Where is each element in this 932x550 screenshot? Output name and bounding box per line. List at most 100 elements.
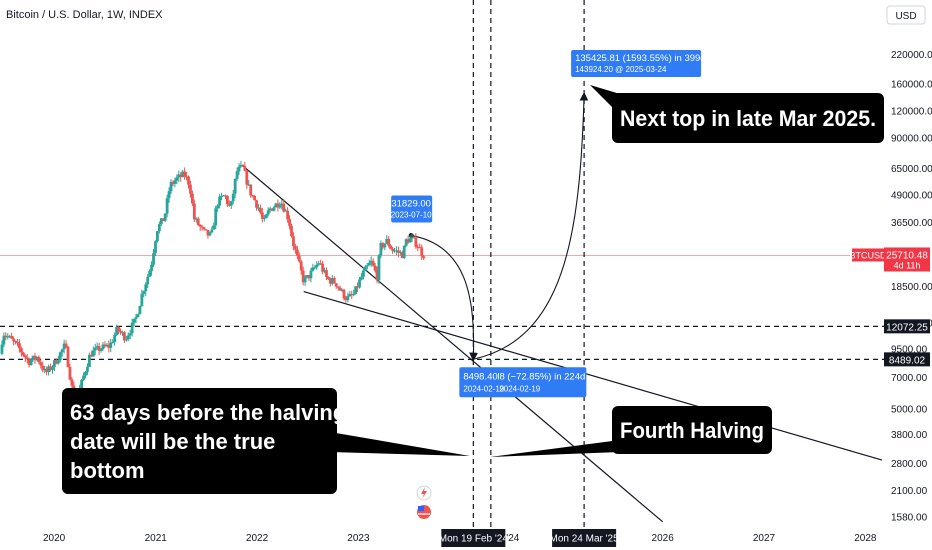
y-tick-label: 2800.00	[891, 459, 928, 470]
candle	[138, 305, 142, 315]
callout-text-line: 63 days before the halving	[70, 400, 346, 425]
candle-body	[128, 333, 132, 336]
candle	[132, 318, 136, 327]
candle	[49, 363, 52, 372]
candle-body	[356, 286, 359, 288]
candle	[365, 263, 369, 270]
candle	[260, 208, 264, 223]
candle	[332, 276, 336, 284]
candle	[305, 274, 309, 279]
candle	[245, 169, 249, 190]
candle-body	[389, 245, 393, 249]
candle	[292, 232, 295, 251]
candle	[181, 169, 185, 178]
candle-body	[27, 359, 31, 365]
candle	[235, 167, 239, 181]
candle	[315, 261, 319, 270]
candle	[190, 190, 194, 207]
candle	[113, 332, 117, 346]
candle-body	[196, 218, 200, 226]
candle-body	[400, 252, 404, 259]
candle-body	[303, 277, 307, 283]
candle-body	[14, 340, 17, 343]
candle-body	[266, 210, 270, 215]
arc-anchor-point	[408, 232, 414, 238]
candle	[165, 194, 169, 218]
candle-body	[80, 379, 84, 390]
candle	[21, 351, 25, 357]
currency-button[interactable]: USD	[886, 5, 926, 25]
candle-body	[315, 264, 319, 268]
candle-body	[231, 193, 235, 202]
candle	[321, 260, 324, 275]
x-tick-label: 2026	[652, 533, 675, 544]
candle-body	[375, 270, 379, 281]
candle	[177, 170, 181, 183]
candle	[270, 208, 274, 212]
candle	[27, 357, 31, 368]
candle-body	[183, 171, 187, 177]
candle-body	[29, 360, 33, 365]
candle	[47, 364, 50, 376]
candle-body	[313, 267, 317, 269]
candle	[295, 245, 299, 260]
candle	[218, 194, 221, 209]
candle	[126, 332, 130, 342]
candle	[39, 359, 43, 369]
candle	[239, 161, 243, 168]
candle	[179, 172, 183, 182]
candle	[45, 366, 49, 376]
candle	[224, 194, 227, 199]
current-countdown-label: 4d 11h	[894, 260, 921, 270]
candle-body	[292, 236, 295, 247]
candle	[202, 226, 206, 231]
candle-body	[280, 203, 284, 206]
candle-body	[259, 207, 262, 213]
candle-body	[406, 239, 410, 243]
level-badge	[884, 352, 930, 367]
candle-body	[126, 335, 130, 340]
candle-body	[348, 294, 352, 297]
candle	[8, 334, 12, 339]
x-tick-label: 2021	[145, 533, 168, 544]
candle-body	[54, 360, 58, 364]
candle-body	[383, 243, 387, 248]
candle-body	[257, 207, 260, 209]
candle	[41, 361, 45, 373]
candle-body	[328, 278, 332, 284]
candle-body	[305, 275, 309, 278]
candle	[241, 164, 245, 167]
candle	[58, 351, 62, 363]
measure-label-value: 31829.00	[391, 198, 431, 209]
candle-body	[391, 248, 394, 251]
candle	[107, 340, 111, 353]
callout-next-top: Next top in late Mar 2025.	[590, 85, 884, 143]
candle	[37, 355, 41, 365]
candle-body	[95, 346, 99, 348]
candle-body	[19, 348, 23, 353]
candle	[336, 286, 340, 291]
level-label: 12072.25	[886, 322, 928, 333]
candle	[97, 342, 101, 356]
candle	[290, 223, 293, 238]
candle	[29, 358, 33, 366]
candle	[163, 213, 167, 223]
candle	[243, 161, 247, 172]
candle-body	[286, 210, 290, 220]
candle	[18, 339, 21, 353]
candle-body	[227, 204, 231, 206]
candle-body	[93, 347, 97, 351]
candle-body	[225, 196, 229, 205]
candle-body	[422, 256, 426, 259]
candle	[367, 259, 371, 266]
candle	[371, 258, 375, 267]
candle	[328, 277, 332, 287]
candle-body	[60, 349, 64, 353]
candle-body	[262, 218, 266, 220]
candle	[299, 259, 303, 275]
candle	[358, 277, 361, 289]
candle-body	[398, 252, 402, 254]
candle-body	[243, 166, 247, 171]
candle	[251, 194, 255, 198]
